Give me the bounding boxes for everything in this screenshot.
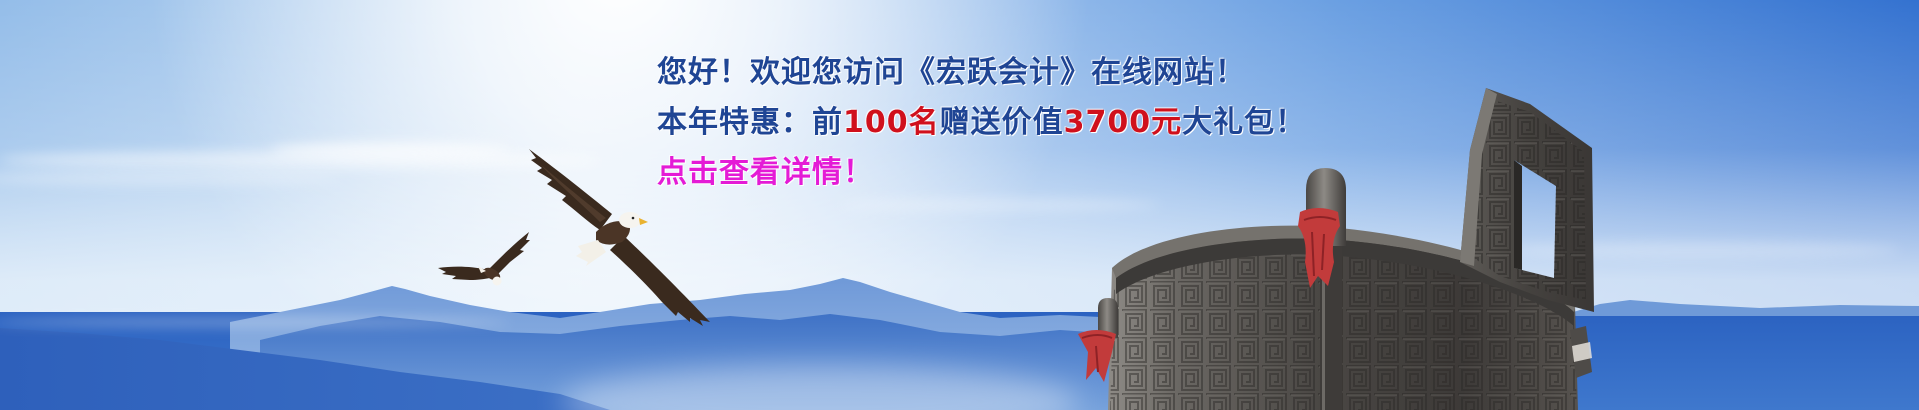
- sky-background: [0, 0, 1919, 330]
- promo-count: 100名: [843, 105, 940, 140]
- promo-value: 3700元: [1063, 105, 1183, 140]
- welcome-line: 您好！欢迎您访问《宏跃会计》在线网站！: [657, 55, 1246, 90]
- mountain-range: [0, 278, 1919, 410]
- eagle-large-illustration: [529, 149, 710, 326]
- bronze-ding-illustration: [1078, 88, 1594, 410]
- promo-prefix: 本年特惠：前: [657, 105, 843, 140]
- ding-rim-band: [1116, 238, 1574, 326]
- promo-middle: 赠送价值: [939, 105, 1064, 140]
- eagle-small-illustration: [438, 232, 530, 286]
- promo-suffix: 大礼包！: [1182, 105, 1307, 140]
- cloud-streaks: [0, 142, 1900, 258]
- banner-copy: 您好！欢迎您访问《宏跃会计》在线网站！ 本年特惠：前100名赠送价值3700元大…: [657, 48, 1306, 198]
- view-details-link[interactable]: 点击查看详情！: [657, 155, 874, 190]
- promo-line: 本年特惠：前100名赠送价值3700元大礼包！: [657, 98, 1306, 148]
- red-ribbon: [1298, 208, 1340, 288]
